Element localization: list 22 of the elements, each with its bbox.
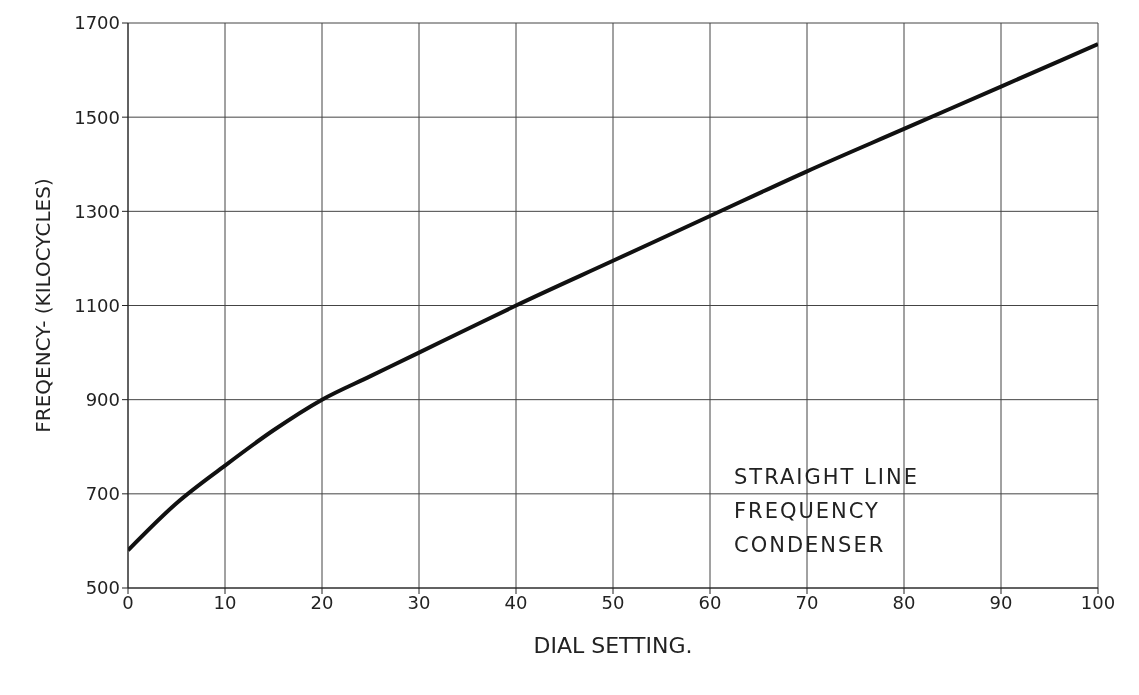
line-series [128, 42, 1098, 553]
x-tick-label: 90 [989, 591, 1013, 613]
x-tick-label: 30 [407, 591, 431, 613]
y-tick-label: 1100 [74, 294, 120, 316]
x-tick-label: 40 [504, 591, 528, 613]
y-tick-label: 1300 [74, 200, 120, 222]
x-tick-label: 50 [601, 591, 625, 613]
x-axis-title: DIAL SETTING. [533, 633, 693, 658]
y-tick-label: 500 [85, 577, 120, 599]
y-tick-label: 1500 [74, 106, 120, 128]
x-tick-label: 60 [698, 591, 722, 613]
x-tick-label: 20 [310, 591, 334, 613]
x-tick-label: 70 [795, 591, 819, 613]
y-axis-title: FREQENCY- (KILOCYCLES) [31, 178, 56, 433]
y-tick-label: 700 [85, 483, 120, 505]
y-tick-label: 1700 [74, 12, 120, 34]
annotation: STRAIGHT LINE FREQUENCY CONDENSER [733, 464, 920, 559]
x-tick-label: 80 [892, 591, 916, 613]
x-tick-label: 0 [122, 591, 134, 613]
x-tick-label: 10 [213, 591, 237, 613]
x-tick-label: 100 [1080, 591, 1116, 613]
y-tick-label: 900 [85, 389, 120, 411]
